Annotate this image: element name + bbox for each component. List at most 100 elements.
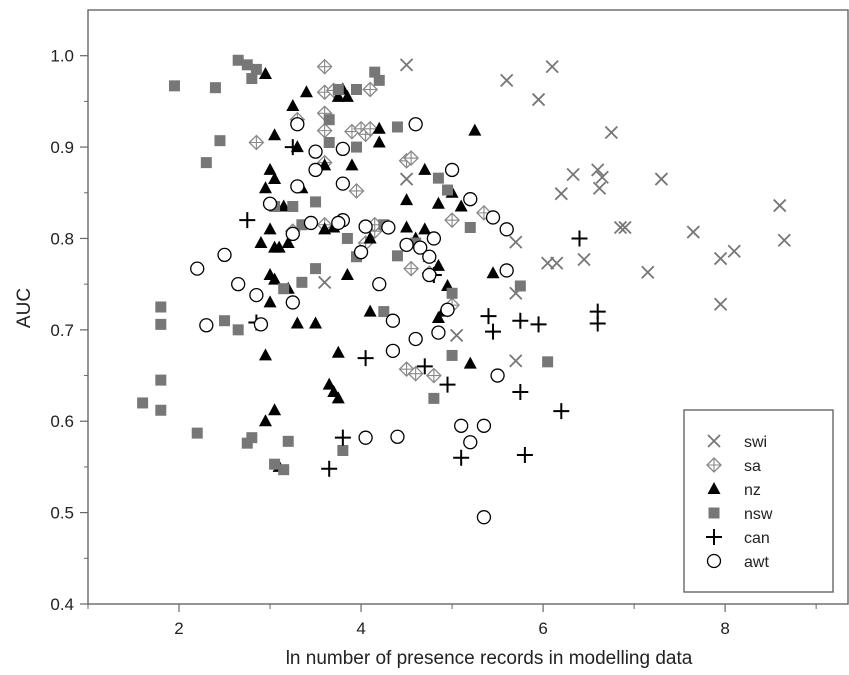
point-nz [309,316,323,329]
point-can [480,308,497,325]
point-nz [400,220,414,233]
point-nsw [155,374,167,386]
point-nsw [310,196,322,208]
point-nsw [373,74,385,86]
point-swi [509,354,523,368]
point-awt [385,343,401,359]
point-awt [335,176,351,191]
point-nz [431,310,445,323]
legend-marker-sa [706,457,722,473]
point-nz [286,98,300,111]
point-awt [476,418,492,433]
point-nz [258,181,272,194]
y-axis: 0.4 0.5 0.6 0.7 0.8 0.9 1.0 [50,47,88,614]
series-swi [318,58,791,368]
x-axis: 2 4 6 8 [87,604,817,638]
point-nz [322,377,336,390]
point-nsw [337,444,349,456]
legend-marker-can [706,529,722,545]
point-nz [372,121,386,134]
point-nsw [432,172,444,184]
point-awt [290,117,305,132]
point-sa [248,134,265,151]
point-nsw [542,356,554,368]
point-nsw [250,63,262,75]
point-can [416,358,433,375]
point-awt [485,210,501,225]
point-nz [263,162,277,175]
point-nsw [464,221,476,233]
y-tick-label: 0.4 [50,595,74,614]
point-nsw [442,184,454,196]
legend: swi sa nz nsw can awt [683,409,834,593]
point-nsw [323,137,335,149]
point-swi [577,252,591,267]
point-swi [713,251,728,266]
point-awt [408,117,423,132]
point-nsw [232,54,244,66]
point-nz [258,348,272,361]
point-awt [190,261,205,276]
point-awt [422,249,437,264]
y-tick-label: 0.5 [50,504,74,523]
point-swi [500,73,514,88]
point-nz [290,316,304,329]
point-nz [258,414,272,427]
point-awt [262,196,278,211]
point-nz [372,135,386,148]
point-nsw [391,250,403,262]
point-awt [426,231,442,246]
legend-label-nz: nz [744,482,761,499]
point-awt [217,247,232,263]
point-nsw [214,135,226,147]
point-nz [340,89,354,102]
legend-label-awt: awt [744,554,769,571]
y-tick-label: 1.0 [50,47,74,66]
point-awt [499,222,514,237]
point-awt [431,325,446,340]
point-awt [331,215,346,231]
point-swi [641,265,655,279]
plot-frame [87,9,849,605]
legend-marker-nz [707,482,721,494]
point-can [512,383,529,400]
point-nz [268,128,282,141]
point-nsw [332,84,344,96]
point-nsw [155,318,167,330]
point-awt [440,302,455,317]
point-nsw [209,82,221,94]
point-nsw [246,73,258,85]
series-awt [190,117,514,525]
point-nz [431,258,445,271]
point-nz [331,89,345,102]
point-swi [713,297,728,311]
point-nz [486,266,500,279]
point-nz [268,272,282,285]
legend-marker-awt [706,553,722,569]
point-swi [399,58,414,72]
point-sa [403,150,420,166]
point-awt [253,317,269,332]
point-nsw [341,232,353,244]
legend-entry-swi: swi [707,434,767,451]
y-tick-label: 0.6 [50,412,74,431]
point-nsw [241,437,253,449]
y-tick-label: 0.8 [50,229,74,248]
point-sa [407,365,424,382]
point-nz [454,199,468,212]
x-tick-label: 8 [720,619,729,638]
point-swi [595,170,609,184]
point-swi [509,235,523,249]
point-nsw [323,114,335,126]
legend-label-sa: sa [744,458,761,475]
point-awt [249,287,264,303]
point-nsw [351,84,363,96]
point-awt [399,237,414,253]
point-awt [199,318,214,333]
point-nz [400,193,414,206]
point-nsw [287,200,299,212]
point-sa [425,367,442,384]
point-nsw [241,59,253,71]
legend-label-swi: swi [744,434,767,451]
